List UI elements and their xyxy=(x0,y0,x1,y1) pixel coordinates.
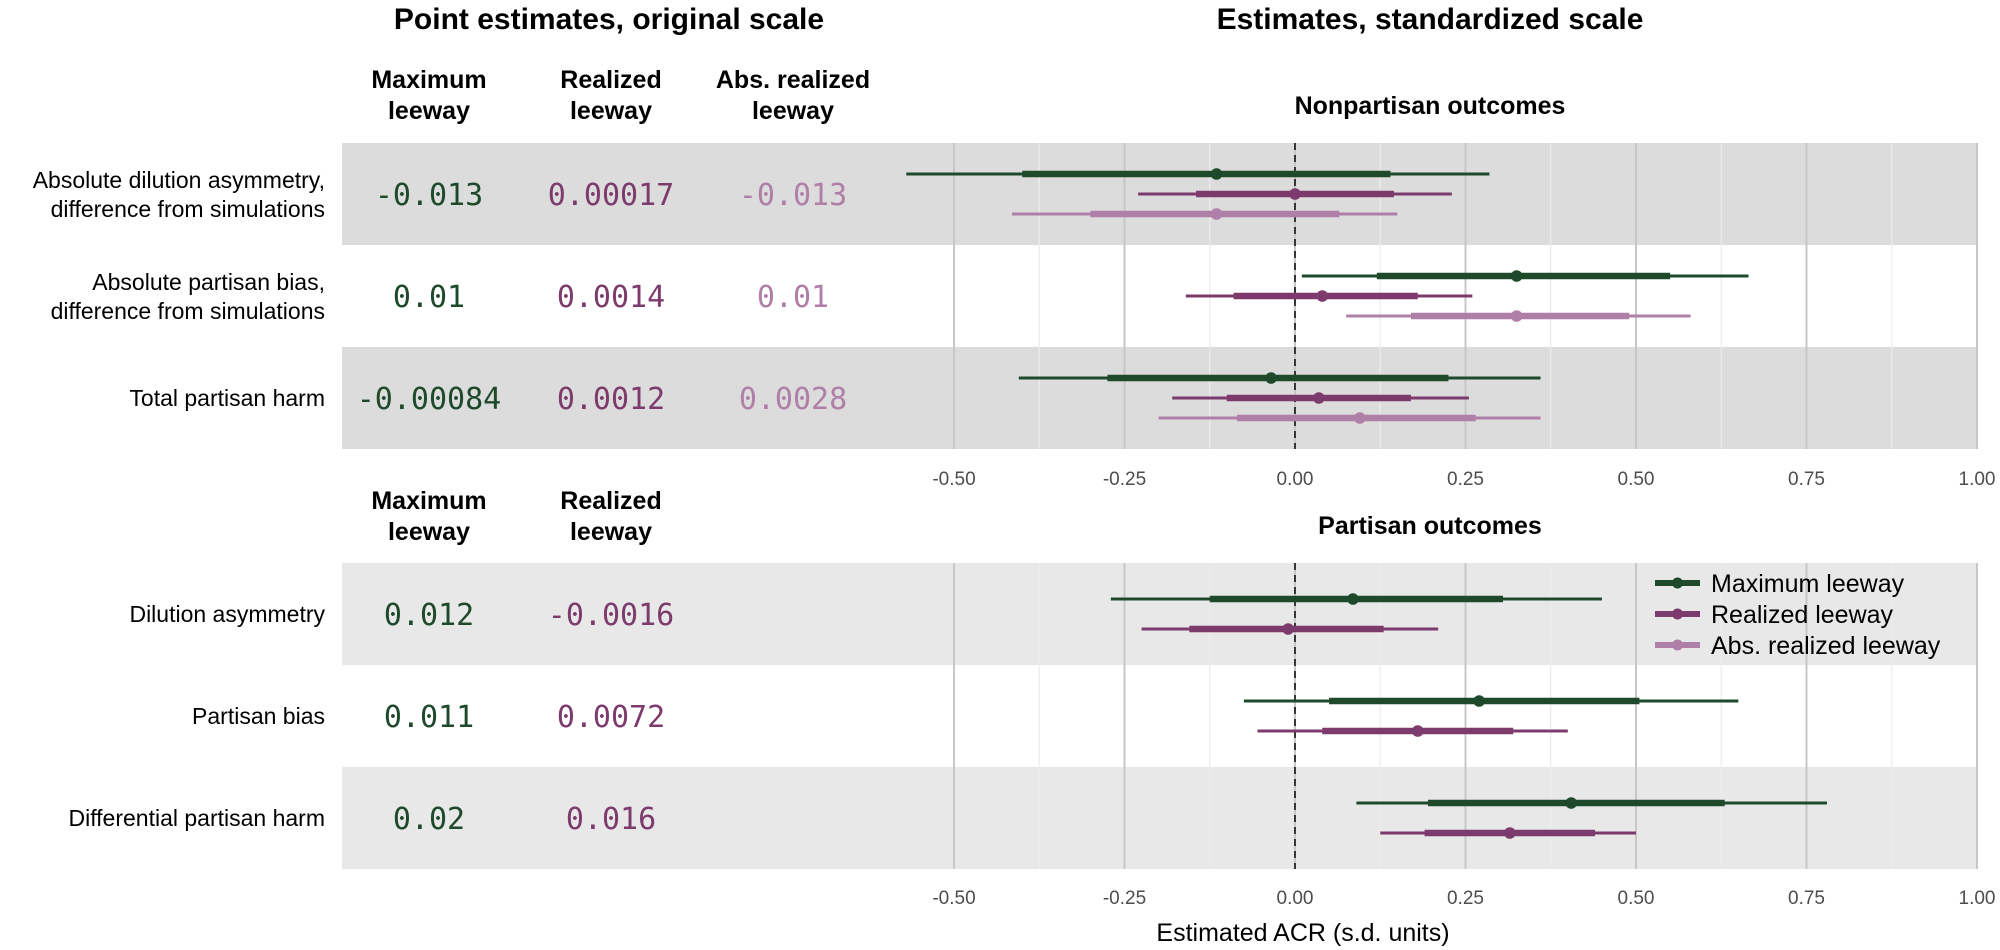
point-estimate-realized-leeway xyxy=(1316,290,1329,302)
x-tick-label: 1.00 xyxy=(1959,888,1996,909)
point-estimate-value: -0.0016 xyxy=(548,598,674,633)
x-axis-title: Estimated ACR (s.d. units) xyxy=(1156,919,1449,947)
column-header: Abs. realized xyxy=(716,66,870,94)
row-label: difference from simulations xyxy=(51,196,325,222)
point-estimate-maximum-leeway xyxy=(1210,168,1223,180)
row-band xyxy=(342,563,1977,665)
point-estimate-realized-leeway xyxy=(1282,623,1294,635)
legend-label-abs-realized-leeway: Abs. realized leeway xyxy=(1711,632,1941,660)
left-title: Point estimates, original scale xyxy=(394,3,824,36)
row-label: Dilution asymmetry xyxy=(129,601,325,627)
point-estimate-value: 0.0028 xyxy=(739,382,847,417)
x-tick-label: 0.75 xyxy=(1788,469,1825,490)
point-estimate-maximum-leeway xyxy=(1347,593,1359,605)
x-tick-label: -0.50 xyxy=(932,469,975,490)
point-estimate-value: 0.01 xyxy=(393,280,465,315)
x-tick-label: 0.50 xyxy=(1618,888,1655,909)
point-estimate-value: 0.0014 xyxy=(557,280,665,315)
column-header: leeway xyxy=(388,518,470,546)
point-estimate-value: 0.0012 xyxy=(557,382,665,417)
row-label: Differential partisan harm xyxy=(68,805,325,831)
point-estimate-value: 0.01 xyxy=(757,280,829,315)
x-tick-label: 0.25 xyxy=(1447,888,1484,909)
row-band xyxy=(342,347,1977,449)
legend-label-realized-leeway: Realized leeway xyxy=(1711,601,1894,629)
legend-dot-abs-realized-leeway xyxy=(1672,639,1683,651)
point-estimate-abs-realized-leeway xyxy=(1210,208,1223,220)
point-estimate-abs-realized-leeway xyxy=(1510,310,1523,322)
point-estimate-maximum-leeway xyxy=(1265,372,1277,384)
row-label: Total partisan harm xyxy=(129,385,325,411)
point-estimate-realized-leeway xyxy=(1313,392,1325,404)
point-estimate-value: 0.02 xyxy=(393,802,465,837)
row-label: Absolute dilution asymmetry, xyxy=(33,167,325,193)
x-tick-label: -0.25 xyxy=(1103,469,1146,490)
x-tick-label: 0.25 xyxy=(1447,469,1484,490)
legend-dot-maximum-leeway xyxy=(1672,577,1683,589)
point-estimate-realized-leeway xyxy=(1504,827,1516,839)
column-header: Realized xyxy=(560,66,661,94)
column-header: Maximum xyxy=(371,487,486,515)
right-title: Estimates, standardized scale xyxy=(1217,3,1644,36)
point-estimate-value: -0.013 xyxy=(375,178,483,213)
point-estimate-value: 0.012 xyxy=(384,598,474,633)
point-estimate-value: 0.0072 xyxy=(557,700,665,735)
panel-title-nonpartisan: Nonpartisan outcomes xyxy=(1295,92,1566,120)
panel-title-partisan: Partisan outcomes xyxy=(1318,512,1542,540)
point-estimate-abs-realized-leeway xyxy=(1353,412,1366,424)
column-header: leeway xyxy=(388,97,470,125)
point-estimate-maximum-leeway xyxy=(1565,797,1578,809)
row-label: Partisan bias xyxy=(192,703,325,729)
x-tick-label: -0.50 xyxy=(932,888,975,909)
legend-label-maximum-leeway: Maximum leeway xyxy=(1711,570,1905,598)
point-estimate-realized-leeway xyxy=(1289,188,1301,200)
x-tick-label: 0.00 xyxy=(1277,469,1314,490)
point-estimate-maximum-leeway xyxy=(1473,695,1485,707)
point-estimate-value: 0.00017 xyxy=(548,178,674,213)
column-header: leeway xyxy=(570,518,652,546)
point-estimate-maximum-leeway xyxy=(1510,270,1523,282)
column-header: leeway xyxy=(570,97,652,125)
x-tick-label: 0.50 xyxy=(1618,469,1655,490)
row-label: difference from simulations xyxy=(51,298,325,324)
point-estimate-value: -0.013 xyxy=(739,178,847,213)
point-estimate-value: -0.00084 xyxy=(357,382,502,417)
point-estimate-realized-leeway xyxy=(1411,725,1424,737)
x-tick-label: 0.75 xyxy=(1788,888,1825,909)
column-header: Maximum xyxy=(371,66,486,94)
column-header: leeway xyxy=(752,97,834,125)
point-estimate-value: 0.011 xyxy=(384,700,474,735)
legend-dot-realized-leeway xyxy=(1672,608,1683,620)
row-band xyxy=(342,767,1977,869)
point-estimate-value: 0.016 xyxy=(566,802,656,837)
column-header: Realized xyxy=(560,487,661,515)
row-label: Absolute partisan bias, xyxy=(92,269,325,295)
x-tick-label: 0.00 xyxy=(1277,888,1314,909)
x-tick-label: -0.25 xyxy=(1103,888,1146,909)
x-tick-label: 1.00 xyxy=(1959,469,1996,490)
legend: Maximum leeway Realized leeway Abs. real… xyxy=(1655,570,1941,660)
